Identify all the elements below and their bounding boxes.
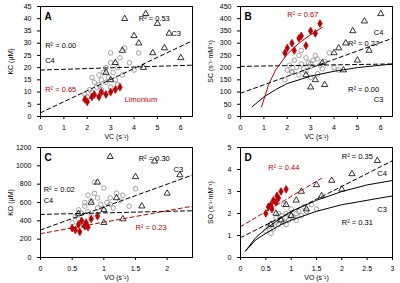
svg-text:1: 1: [262, 124, 266, 131]
svg-text:R² = 0.23: R² = 0.23: [136, 223, 167, 232]
svg-text:400: 400: [20, 217, 32, 224]
svg-text:R² = 0.65: R² = 0.65: [45, 85, 76, 94]
svg-text:200: 200: [20, 235, 32, 242]
svg-text:5: 5: [228, 144, 232, 151]
svg-text:D: D: [245, 152, 252, 163]
svg-text:VO (s⁻¹): VO (s⁻¹): [304, 274, 329, 282]
svg-text:10: 10: [24, 88, 32, 95]
svg-text:C3: C3: [374, 95, 384, 104]
svg-text:R² = 0.02: R² = 0.02: [44, 185, 75, 194]
svg-text:Limonium: Limonium: [125, 95, 158, 104]
svg-text:C4: C4: [44, 196, 54, 205]
svg-text:1: 1: [102, 265, 106, 272]
svg-text:450: 450: [220, 3, 232, 10]
svg-text:200: 200: [220, 64, 232, 71]
svg-text:300: 300: [220, 39, 232, 46]
svg-text:1: 1: [289, 265, 293, 272]
svg-text:5: 5: [28, 101, 32, 108]
svg-text:30: 30: [24, 39, 32, 46]
svg-text:45: 45: [24, 3, 32, 10]
svg-text:2: 2: [85, 124, 89, 131]
svg-text:4: 4: [228, 166, 232, 173]
svg-text:C4: C4: [377, 169, 387, 178]
svg-text:C4: C4: [45, 56, 55, 65]
svg-text:800: 800: [20, 180, 32, 187]
svg-text:35: 35: [24, 27, 32, 34]
svg-text:2: 2: [228, 210, 232, 217]
svg-text:R² = 0.44: R² = 0.44: [268, 163, 299, 172]
svg-text:C3: C3: [171, 29, 181, 38]
svg-text:250: 250: [220, 52, 232, 59]
svg-text:R² = 0.31: R² = 0.31: [342, 218, 373, 227]
svg-text:600: 600: [20, 199, 32, 206]
svg-text:2.5: 2.5: [362, 265, 372, 272]
svg-text:0: 0: [39, 265, 43, 272]
svg-text:0: 0: [228, 254, 232, 261]
svg-text:20: 20: [24, 64, 32, 71]
svg-text:4: 4: [332, 124, 336, 131]
svg-text:SO (s⁻¹·mM⁻¹): SO (s⁻¹·mM⁻¹): [207, 181, 215, 224]
svg-text:B: B: [245, 11, 252, 22]
svg-text:0: 0: [239, 124, 243, 131]
svg-text:1000: 1000: [16, 162, 32, 169]
svg-text:C: C: [45, 152, 52, 163]
svg-text:0.5: 0.5: [67, 265, 77, 272]
svg-text:VO (s⁻¹): VO (s⁻¹): [104, 274, 129, 282]
svg-text:R² = 0.67: R² = 0.67: [287, 10, 318, 19]
svg-text:R² = 0.00: R² = 0.00: [45, 41, 76, 50]
svg-text:100: 100: [220, 88, 232, 95]
svg-text:1200: 1200: [16, 144, 32, 151]
svg-text:6: 6: [179, 124, 183, 131]
svg-text:0: 0: [28, 254, 32, 261]
svg-text:0: 0: [239, 265, 243, 272]
svg-text:2: 2: [285, 124, 289, 131]
svg-text:R² = 0.27: R² = 0.27: [348, 39, 379, 48]
svg-text:2: 2: [165, 265, 169, 272]
svg-text:1.5: 1.5: [131, 265, 141, 272]
svg-text:A: A: [45, 11, 52, 22]
svg-text:5: 5: [355, 124, 359, 131]
svg-text:0: 0: [39, 124, 43, 131]
svg-text:R² = 0.53: R² = 0.53: [139, 14, 170, 23]
svg-text:40: 40: [24, 15, 32, 22]
svg-text:1: 1: [62, 124, 66, 131]
svg-text:15: 15: [24, 76, 32, 83]
svg-text:VC (s⁻¹): VC (s⁻¹): [104, 133, 128, 141]
svg-text:VC (s⁻¹): VC (s⁻¹): [304, 133, 328, 141]
svg-text:0: 0: [228, 113, 232, 120]
svg-text:150: 150: [220, 76, 232, 83]
svg-text:0: 0: [28, 113, 32, 120]
svg-text:3: 3: [391, 265, 395, 272]
svg-text:1: 1: [228, 232, 232, 239]
svg-text:25: 25: [24, 52, 32, 59]
svg-text:3: 3: [109, 124, 113, 131]
svg-text:350: 350: [220, 27, 232, 34]
svg-text:R² = 0.35: R² = 0.35: [342, 152, 373, 161]
svg-text:5: 5: [155, 124, 159, 131]
svg-text:50: 50: [224, 101, 232, 108]
svg-text:3: 3: [228, 188, 232, 195]
svg-text:2: 2: [340, 265, 344, 272]
svg-text:R² = 0.00: R² = 0.00: [348, 85, 379, 94]
svg-text:KC (μM): KC (μM): [7, 48, 15, 74]
svg-text:0.5: 0.5: [261, 265, 271, 272]
svg-text:C4: C4: [374, 28, 384, 37]
svg-text:400: 400: [220, 15, 232, 22]
svg-text:C3: C3: [377, 205, 387, 214]
svg-text:3: 3: [309, 124, 313, 131]
svg-text:1.5: 1.5: [312, 265, 322, 272]
svg-text:SC (s⁻¹·mM⁻¹): SC (s⁻¹·mM⁻¹): [207, 40, 215, 83]
svg-text:KO (μM): KO (μM): [7, 189, 15, 216]
svg-text:C3: C3: [174, 165, 184, 174]
svg-text:4: 4: [132, 124, 136, 131]
svg-text:R² = 0.30: R² = 0.30: [139, 154, 170, 163]
svg-text:6: 6: [379, 124, 383, 131]
